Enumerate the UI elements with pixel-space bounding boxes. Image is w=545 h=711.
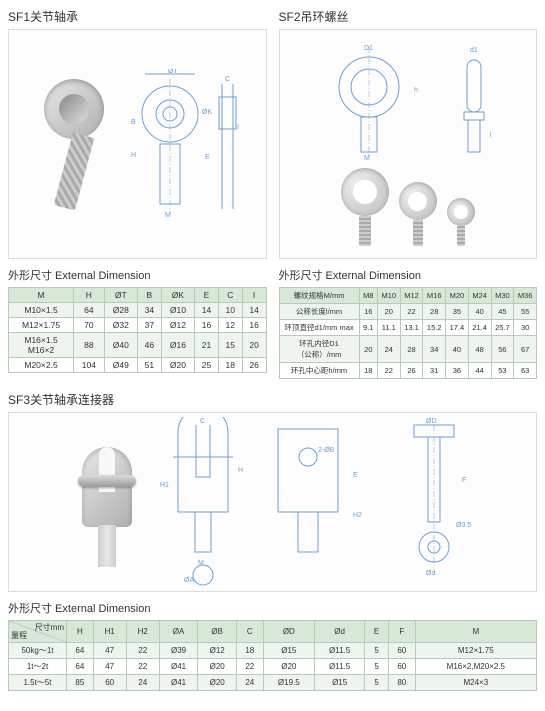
th: F xyxy=(388,621,415,643)
svg-text:F: F xyxy=(462,477,466,484)
svg-text:ØD: ØD xyxy=(426,418,437,425)
sf3-tech-drawing: C H1 H M ØA 2-ØB H2 E xyxy=(158,417,378,587)
sf1-photo xyxy=(29,79,119,209)
svg-text:M: M xyxy=(165,212,171,219)
th: H2 xyxy=(126,621,159,643)
table-row: 1t～2t644722Ø41Ø2022Ø20Ø11.5560M16×2,M20×… xyxy=(9,659,537,675)
svg-text:Ød: Ød xyxy=(426,570,435,577)
svg-text:H1: H1 xyxy=(160,482,169,489)
th: M20 xyxy=(446,288,469,304)
th: ØK xyxy=(161,288,194,303)
svg-text:B: B xyxy=(131,119,136,126)
th: ØT xyxy=(104,288,137,303)
sf1-table: M H ØT B ØK E C I M10×1.564Ø2834Ø1014101… xyxy=(8,287,267,373)
sf3-dim-title: 外形尺寸 External Dimension xyxy=(8,600,537,616)
th: E xyxy=(365,621,389,643)
th: M36 xyxy=(514,288,537,304)
sf2-figure: D1 M h d1 l .eye-ring::after{width:50%;h… xyxy=(279,29,538,259)
th: M16 xyxy=(423,288,446,304)
sf1-figure: ØT C ØK H B M E I xyxy=(8,29,267,259)
svg-text:C: C xyxy=(200,418,205,425)
th: M8 xyxy=(359,288,377,304)
sf2-table: 螺纹规格M/mm M8 M10 M12 M16 M20 M24 M30 M36 … xyxy=(279,287,538,379)
svg-text:D1: D1 xyxy=(364,45,373,52)
svg-text:I: I xyxy=(237,124,239,131)
svg-text:H: H xyxy=(238,467,243,474)
th: E xyxy=(195,288,219,303)
sf3-figure: C H1 H M ØA 2-ØB H2 E ØD F Ø3.5 Ød xyxy=(8,412,537,592)
svg-text:E: E xyxy=(353,472,358,479)
table-row: M20×2.5104Ø4951Ø20251826 xyxy=(9,358,267,373)
svg-text:M: M xyxy=(364,155,370,162)
sf2-dim-title: 外形尺寸 External Dimension xyxy=(279,267,538,283)
th: C xyxy=(218,288,242,303)
sf3-tech-top: ØD F Ø3.5 Ød xyxy=(384,417,484,587)
table-row: M16×1.5 M16×288Ø4046Ø16211520 xyxy=(9,333,267,358)
th: M xyxy=(9,288,74,303)
table-row: M12×1.7570Ø3237Ø12161216 xyxy=(9,318,267,333)
th: M10 xyxy=(377,288,400,304)
table-row: 环孔内径D1 （公称）/mm2024283440485667 xyxy=(279,336,537,363)
table-row: 环孔中心距h/mm1822263136445363 xyxy=(279,363,537,379)
th: C xyxy=(236,621,263,643)
sf2-tech-side: d1 l xyxy=(452,42,502,162)
th: ØA xyxy=(159,621,198,643)
table-row: 环顶直径d1/mm max9.111.113.115.217.421.425.7… xyxy=(279,320,537,336)
svg-text:h: h xyxy=(414,87,418,94)
table-row: M10×1.564Ø2834Ø10141014 xyxy=(9,303,267,318)
th: I xyxy=(242,288,266,303)
table-row: 50kg～1t644722Ø39Ø1218Ø15Ø11.5560M12×1.75 xyxy=(9,643,537,659)
svg-text:2-ØB: 2-ØB xyxy=(318,447,335,454)
sf1-dim-title: 外形尺寸 External Dimension xyxy=(8,267,267,283)
sf1-tech-drawing: ØT C ØK H B M E I xyxy=(125,69,245,219)
th: M24 xyxy=(468,288,491,304)
sf1-title: SF1关节轴承 xyxy=(8,8,267,25)
th-corner: 尺寸mm 量程 xyxy=(9,621,67,643)
sf2-title: SF2吊环螺丝 xyxy=(279,8,538,25)
svg-text:Ø3.5: Ø3.5 xyxy=(456,522,471,529)
svg-text:d1: d1 xyxy=(470,47,478,54)
th: 螺纹规格M/mm xyxy=(279,288,359,304)
th: H xyxy=(74,288,105,303)
th: M12 xyxy=(400,288,423,304)
sf3-photo xyxy=(62,437,152,567)
svg-text:E: E xyxy=(205,154,210,161)
th: M xyxy=(415,621,536,643)
svg-text:C: C xyxy=(225,76,230,83)
th: H xyxy=(67,621,94,643)
svg-text:ØT: ØT xyxy=(168,69,178,75)
th: Ød xyxy=(315,621,365,643)
th: M30 xyxy=(491,288,514,304)
table-row: 1.5t～5t856024Ø41Ø2024Ø19.5Ø15580M24×3 xyxy=(9,675,537,691)
sf2-tech-front: D1 M h xyxy=(314,42,444,162)
svg-text:ØA: ØA xyxy=(184,577,194,584)
sf3-title: SF3关节轴承连接器 xyxy=(8,391,537,408)
svg-text:ØK: ØK xyxy=(202,109,212,116)
th: ØB xyxy=(198,621,237,643)
svg-text:H: H xyxy=(131,152,136,159)
sf2-photos: .eye-ring::after{width:50%;height:50%;le… xyxy=(341,168,475,246)
table-row: 公称长度l/mm1620222835404555 xyxy=(279,304,537,320)
th: B xyxy=(137,288,161,303)
th: ØD xyxy=(263,621,314,643)
sf3-table: 尺寸mm 量程 H H1 H2 ØA ØB C ØD Ød E F M 50kg… xyxy=(8,620,537,691)
th: H1 xyxy=(93,621,126,643)
svg-text:H2: H2 xyxy=(353,512,362,519)
svg-text:l: l xyxy=(490,132,492,139)
